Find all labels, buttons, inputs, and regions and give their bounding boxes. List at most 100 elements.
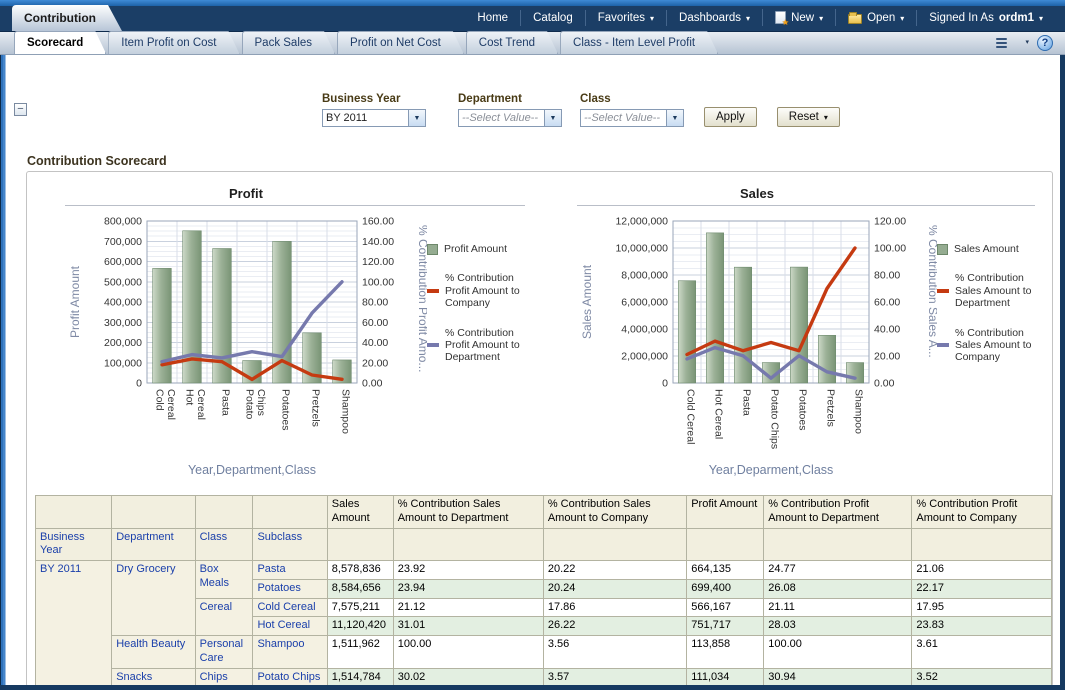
- category-label: Hot: [184, 389, 196, 405]
- svg-text:100,000: 100,000: [104, 357, 142, 369]
- legend-label: % Contribution Profit Amount to Company: [445, 272, 520, 310]
- page-tabs: Scorecard Item Profit on Cost Pack Sales Pr…: [0, 31, 1065, 55]
- cell-department[interactable]: Dry Grocery: [111, 560, 196, 636]
- class-select[interactable]: --Select Value-- ▼: [580, 109, 684, 127]
- category-label: Shampoo: [853, 389, 865, 434]
- line-contribution-profit-amount-to-company[interactable]: [160, 357, 344, 382]
- header-blank-cell: [911, 527, 1052, 561]
- column-header-contribution-sales-amount-to-company: % Contribution Sales Amount to Company: [542, 495, 688, 529]
- table-header-row: Sales Amount% Contribution Sales Amount …: [34, 495, 1052, 529]
- tab-profit-on-net-cost[interactable]: Profit on Net Cost: [337, 31, 464, 54]
- cell-subclass[interactable]: Shampoo: [252, 635, 328, 669]
- nav-item-dashboards[interactable]: Dashboards ▾: [666, 9, 762, 26]
- svg-text:0.00: 0.00: [362, 378, 383, 390]
- bar-swatch-icon: [937, 243, 948, 255]
- dashboard-tab-contribution[interactable]: Contribution: [12, 5, 122, 31]
- dropdown-arrow-icon[interactable]: ▼: [544, 110, 561, 126]
- nav-item-open[interactable]: Open ▾: [835, 9, 916, 26]
- bar-shampoo[interactable]: [846, 362, 864, 384]
- cell-value: 22.17: [911, 578, 1052, 599]
- nav-item-favorites[interactable]: Favorites ▾: [584, 9, 666, 26]
- svg-text:60.00: 60.00: [362, 317, 388, 329]
- column-header-subclass[interactable]: Subclass: [252, 527, 328, 561]
- tab-cost-trend[interactable]: Cost Trend: [466, 31, 558, 54]
- cell-class[interactable]: Chips Crackers: [194, 667, 254, 690]
- tab-class-item-level-profit[interactable]: Class - Item Level Profit: [560, 31, 718, 54]
- bar-hot-cereal[interactable]: [706, 232, 724, 384]
- line-contribution-sales-amount-to-department[interactable]: [685, 246, 857, 357]
- x-axis-title: Year,Department,Class: [188, 463, 316, 477]
- open-folder-icon: [848, 12, 863, 24]
- cell-subclass[interactable]: Potato Chips: [252, 667, 328, 688]
- bar-cold-cereal[interactable]: [152, 268, 172, 384]
- cell-subclass[interactable]: Potatoes: [252, 578, 328, 599]
- svg-text:600,000: 600,000: [104, 256, 142, 268]
- line-contribution-sales-amount-to-company[interactable]: [685, 345, 857, 380]
- collapse-section-button[interactable]: −: [14, 103, 27, 116]
- cell-value: 17.95: [911, 597, 1052, 618]
- cell-department[interactable]: Health Beauty: [111, 635, 196, 669]
- cell-value: 3.61: [911, 635, 1052, 669]
- page-options-icon[interactable]: [994, 36, 1009, 50]
- bar-pasta[interactable]: [734, 266, 752, 384]
- chevron-down-icon: ▾: [650, 13, 655, 23]
- business-year-select[interactable]: BY 2011 ▼: [322, 109, 426, 127]
- tab-pack-sales[interactable]: Pack Sales: [242, 31, 336, 54]
- bar-cold-cereal[interactable]: [678, 280, 696, 384]
- sales-chart[interactable]: 0 0.00 2,000,000 20.00 4,000,000 40.00 6,000,0…: [577, 207, 937, 481]
- column-header-business-year[interactable]: Business Year: [34, 527, 113, 561]
- svg-text:8,000,000: 8,000,000: [621, 270, 668, 282]
- cell-class[interactable]: Personal Care: [194, 635, 254, 669]
- category-label: Cereal: [195, 389, 207, 420]
- page-options-caret-icon[interactable]: ▾: [1025, 38, 1029, 46]
- nav-item-label: New: [791, 11, 815, 24]
- svg-text:140.00: 140.00: [362, 236, 394, 248]
- profit-chart[interactable]: 0 0.00 100,000 20.00 200,000 40.00 300,000 60.0…: [65, 207, 427, 481]
- cell-subclass[interactable]: Cold Cereal: [252, 597, 328, 618]
- nav-item-label: Open: [867, 11, 896, 24]
- category-label: Potatoes: [280, 389, 292, 430]
- dashboard-content: − Business Year BY 2011 ▼ Department --S…: [0, 93, 1065, 690]
- reset-button[interactable]: Reset ▾: [776, 107, 840, 127]
- left-axis-title: Profit Amount: [68, 265, 82, 338]
- nav-item-signed-in-as[interactable]: Signed In As ordm1 ▾: [916, 9, 1055, 26]
- legend-item-contribution-profit-amount-to-department: % Contribution Profit Amount to Departme…: [427, 327, 525, 364]
- dropdown-arrow-icon[interactable]: ▼: [408, 110, 425, 126]
- bar-hot-cereal[interactable]: [182, 230, 202, 384]
- bar-pretzels[interactable]: [302, 332, 322, 384]
- cell-class[interactable]: Box Meals: [194, 560, 254, 599]
- cell-value: 23.94: [392, 578, 544, 599]
- cell-business-year[interactable]: BY 2011: [34, 560, 113, 690]
- column-header-class[interactable]: Class: [194, 527, 254, 561]
- sales-chart-divider: [577, 205, 1035, 206]
- apply-button[interactable]: Apply: [704, 107, 757, 127]
- tab-item-profit-on-cost[interactable]: Item Profit on Cost: [108, 31, 239, 54]
- legend-label: % Contribution Profit Amount to Departme…: [445, 326, 520, 364]
- bar-potatoes[interactable]: [790, 266, 808, 384]
- tab-scorecard[interactable]: Scorecard: [14, 31, 106, 54]
- column-header-department[interactable]: Department: [111, 527, 196, 561]
- cell-class[interactable]: Cereal: [194, 597, 254, 636]
- cell-value: 20.24: [542, 578, 688, 599]
- profit-chart-svg: 0 0.00 100,000 20.00 200,000 40.00 300,000 60.0…: [68, 216, 427, 478]
- category-label: Pretzels: [310, 389, 322, 427]
- bar-pasta[interactable]: [212, 248, 232, 384]
- svg-text:0: 0: [136, 378, 142, 390]
- cell-subclass[interactable]: Pasta: [252, 560, 328, 580]
- cell-department[interactable]: Snacks: [111, 667, 196, 690]
- bar-pretzels[interactable]: [818, 335, 836, 384]
- cell-value: 664,135: [686, 560, 765, 580]
- help-icon[interactable]: ?: [1037, 35, 1053, 51]
- cell-subclass[interactable]: Hot Cereal: [252, 616, 328, 636]
- cell-value: 100.00: [392, 635, 544, 669]
- svg-text:20.00: 20.00: [362, 357, 388, 369]
- nav-item-home[interactable]: Home: [465, 10, 520, 26]
- class-label: Class: [580, 93, 611, 105]
- nav-item-catalog[interactable]: Catalog: [520, 9, 585, 26]
- line-contribution-profit-amount-to-department[interactable]: [160, 280, 344, 364]
- dropdown-arrow-icon[interactable]: ▼: [666, 110, 683, 126]
- department-select[interactable]: --Select Value-- ▼: [458, 109, 562, 127]
- sales-chart-legend: Sales Amount % Contribution Sales Amount …: [937, 207, 1035, 481]
- nav-item-new[interactable]: New ▾: [762, 9, 835, 27]
- svg-text:40.00: 40.00: [362, 337, 388, 349]
